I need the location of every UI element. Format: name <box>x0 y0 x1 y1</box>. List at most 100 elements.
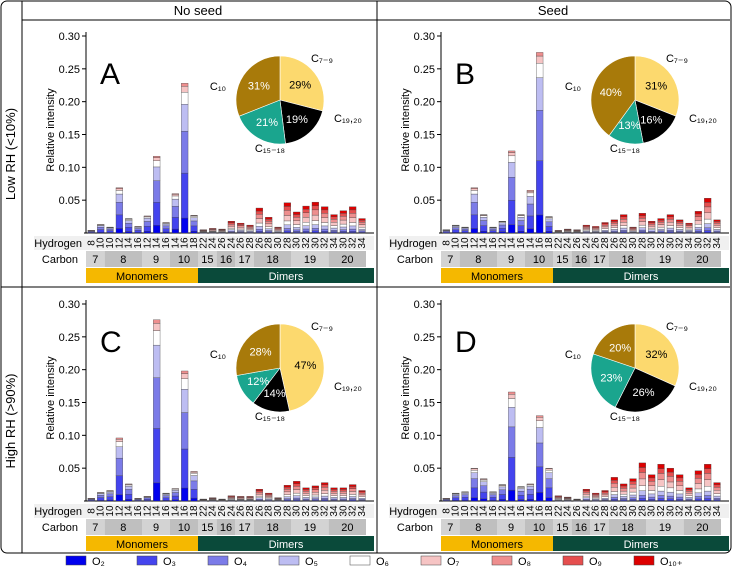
carbon-tick: 10 <box>178 254 190 266</box>
bar-segment <box>610 499 618 501</box>
pie-percent: 31% <box>645 81 667 93</box>
bar-segment <box>283 206 291 211</box>
bar-segment <box>358 496 366 499</box>
carbon-cell <box>198 251 217 267</box>
bar-segment <box>676 496 684 500</box>
bar-segment <box>629 481 637 485</box>
y-axis-label: Relative intensity <box>45 356 57 440</box>
hydrogen-tick: 32 <box>301 237 312 249</box>
bar-segment <box>237 228 245 231</box>
bar-segment <box>339 490 347 494</box>
hydrogen-tick: 30 <box>693 237 704 249</box>
bar-segment <box>620 225 628 229</box>
y-axis-label: Relative intensity <box>45 88 57 172</box>
hydrogen-tick: 12 <box>497 237 508 249</box>
bar-segment <box>666 498 674 501</box>
bar-segment <box>526 190 534 194</box>
bar-segment <box>302 230 310 233</box>
bar-segment <box>265 230 273 233</box>
pie-class-label: C₁₉,₂₀ <box>689 381 717 393</box>
bar-segment <box>648 474 656 479</box>
bar-segment <box>181 131 189 174</box>
bar-segment <box>265 496 273 499</box>
hydrogen-tick: 32 <box>320 505 331 517</box>
bar-segment <box>358 494 366 497</box>
bar-segment <box>694 478 702 484</box>
bar-segment <box>601 223 609 226</box>
bar-segment <box>134 230 142 233</box>
bar-segment <box>115 439 123 442</box>
bar-segment <box>666 476 674 483</box>
bar-segment <box>657 495 665 499</box>
bar-segment <box>685 493 693 496</box>
bar-segment <box>517 495 525 500</box>
bar-segment <box>330 216 338 220</box>
bar-segment <box>330 493 338 496</box>
bar-segment <box>358 491 366 494</box>
bar-segment <box>265 226 273 229</box>
bar-segment <box>321 217 329 223</box>
bar-segment <box>181 83 189 87</box>
legend-swatch <box>420 555 442 566</box>
bar-segment <box>321 213 329 218</box>
hydrogen-tick: 28 <box>282 505 293 517</box>
carbon-cell <box>86 519 105 535</box>
legend-label: O₆ <box>376 556 389 568</box>
bar-segment <box>321 493 329 497</box>
bar-segment <box>582 489 590 491</box>
hydrogen-tick: 22 <box>198 237 209 249</box>
hydrogen-row-bg <box>34 236 374 250</box>
bar-segment <box>648 223 656 227</box>
hydrogen-tick: 30 <box>693 505 704 517</box>
pie-percent: 19% <box>286 114 308 126</box>
bar-segment <box>293 220 301 225</box>
bar-segment <box>498 486 506 491</box>
bar-segment <box>704 230 712 233</box>
dimers-label: Dimers <box>269 539 304 551</box>
bar-segment <box>349 491 357 495</box>
bar-segment <box>115 187 123 189</box>
dimers-band <box>198 536 374 551</box>
pie-class-label: C₁₀ <box>210 81 226 93</box>
carbon-cell <box>553 519 572 535</box>
carbon-cell <box>646 251 684 267</box>
hydrogen-tick: 30 <box>310 237 321 249</box>
bar-segment <box>349 217 357 223</box>
bar-segment <box>321 209 329 214</box>
y-axis-label: Relative intensity <box>400 88 412 172</box>
bar-segment <box>134 228 142 231</box>
hydrogen-tick: 12 <box>114 505 125 517</box>
pie-class-label: C₁₀ <box>210 349 226 361</box>
carbon-tick: 10 <box>178 522 190 534</box>
hydrogen-tick: 16 <box>535 237 546 249</box>
bar-segment <box>339 493 347 496</box>
hydrogen-tick: 26 <box>572 237 583 249</box>
hydrogen-tick: 26 <box>236 505 247 517</box>
bar-segment <box>666 491 674 497</box>
bar-segment <box>302 209 310 213</box>
bar-segment <box>601 491 609 494</box>
bar-segment <box>685 227 693 230</box>
bar-segment <box>610 222 618 226</box>
pie-slice <box>279 323 325 412</box>
bar-segment <box>293 492 301 496</box>
bar-segment <box>489 228 497 231</box>
bar-segment <box>171 195 179 200</box>
bar-segment <box>685 489 693 492</box>
bar-segment <box>181 217 189 234</box>
bar-segment <box>283 496 291 499</box>
bar-segment <box>339 497 347 500</box>
carbon-cell <box>571 519 591 535</box>
bar-segment <box>610 487 618 492</box>
bar-segment <box>452 227 460 231</box>
hydrogen-tick: 14 <box>507 505 518 517</box>
bar-segment <box>526 190 534 192</box>
bar-segment <box>536 55 544 64</box>
bar-segment <box>526 484 534 487</box>
bar-segment <box>330 230 338 232</box>
bar-segment <box>620 214 628 217</box>
bar-segment <box>143 498 151 501</box>
bar-segment <box>480 215 488 218</box>
hydrogen-tick: 14 <box>507 237 518 249</box>
pie-slice <box>279 99 323 144</box>
